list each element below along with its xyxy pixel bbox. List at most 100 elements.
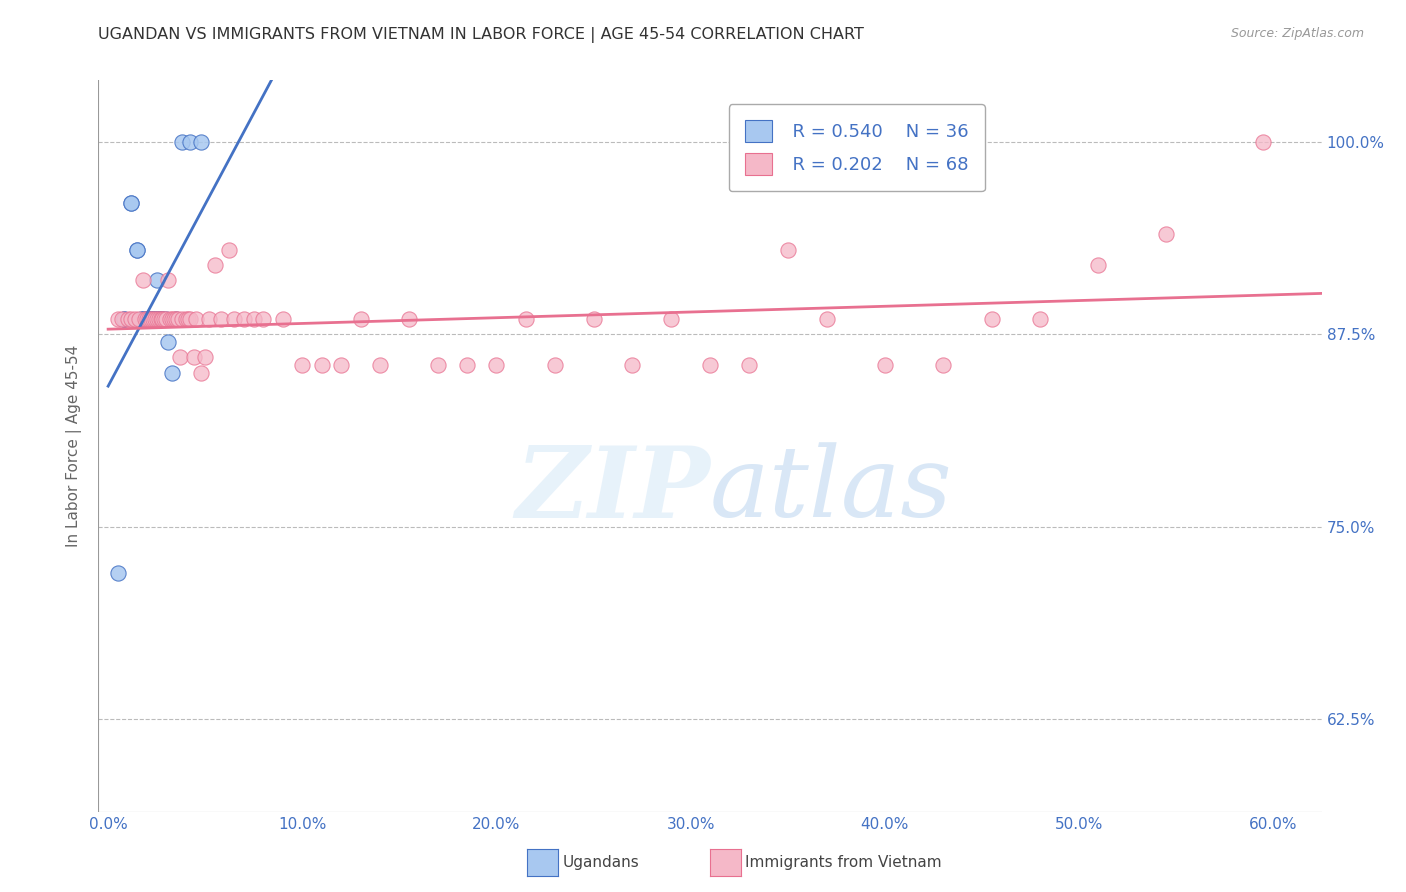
Point [659,312,682,326]
Point [184,312,207,326]
Point [148,312,170,326]
Point [776,243,799,257]
Point [738,358,761,372]
Point [544,358,567,372]
Point [139,312,162,326]
Point [120,196,142,211]
Point [142,312,165,326]
Point [157,334,180,349]
Point [190,135,212,149]
Legend:   R = 0.540    N = 36,   R = 0.202    N = 68: R = 0.540 N = 36, R = 0.202 N = 68 [728,104,986,191]
Point [136,312,159,326]
Point [160,312,183,326]
Point [143,312,166,326]
Point [873,358,896,372]
Point [1087,258,1109,272]
Point [174,312,197,326]
Point [349,312,371,326]
Text: UGANDAN VS IMMIGRANTS FROM VIETNAM IN LABOR FORCE | AGE 45-54 CORRELATION CHART: UGANDAN VS IMMIGRANTS FROM VIETNAM IN LA… [98,27,865,43]
Point [398,312,420,326]
Point [143,312,166,326]
Point [132,312,155,326]
Point [368,358,391,372]
Point [145,312,167,326]
Y-axis label: In Labor Force | Age 45-54: In Labor Force | Age 45-54 [66,345,83,547]
Point [699,358,721,372]
Point [153,312,176,326]
Point [143,312,166,326]
Point [515,312,537,326]
Point [169,351,191,365]
Point [145,312,167,326]
Point [127,243,149,257]
Point [582,312,605,326]
Point [145,273,167,287]
Point [152,312,174,326]
Point [127,243,149,257]
Point [330,358,353,372]
Point [427,358,450,372]
Point [111,312,134,326]
Point [165,312,187,326]
Point [124,312,146,326]
Point [157,273,180,287]
Point [1253,135,1275,149]
Point [167,312,190,326]
Point [136,312,159,326]
Point [128,312,150,326]
Point [138,312,160,326]
Point [1156,227,1178,242]
Point [139,312,162,326]
Point [155,312,177,326]
Point [142,312,165,326]
Text: atlas: atlas [710,442,953,538]
Point [190,366,212,380]
Text: Source: ZipAtlas.com: Source: ZipAtlas.com [1230,27,1364,40]
Point [149,312,172,326]
Point [149,312,172,326]
Point [311,358,333,372]
Point [138,312,160,326]
Point [485,358,508,372]
Point [456,358,478,372]
Point [194,351,217,365]
Point [132,312,155,326]
Point [233,312,256,326]
Point [224,312,246,326]
Point [198,312,221,326]
Point [177,312,200,326]
Point [132,273,155,287]
Point [155,312,177,326]
Point [204,258,226,272]
Point [136,312,159,326]
Point [117,312,139,326]
Text: Immigrants from Vietnam: Immigrants from Vietnam [745,855,942,870]
Point [1029,312,1052,326]
Point [142,312,165,326]
Point [139,312,162,326]
Point [621,358,644,372]
Point [139,312,162,326]
Point [932,358,955,372]
Point [183,351,205,365]
Point [179,135,201,149]
Point [179,312,201,326]
Point [129,312,152,326]
Text: ZIP: ZIP [515,442,710,538]
Point [218,243,240,257]
Point [148,312,170,326]
Point [163,312,186,326]
Point [120,312,142,326]
Point [112,312,135,326]
Point [152,312,174,326]
Text: Ugandans: Ugandans [562,855,640,870]
Point [242,312,264,326]
Point [159,312,181,326]
Point [815,312,838,326]
Point [271,312,294,326]
Point [134,312,156,326]
Point [136,312,159,326]
Point [209,312,232,326]
Point [160,366,183,380]
Point [165,312,187,326]
